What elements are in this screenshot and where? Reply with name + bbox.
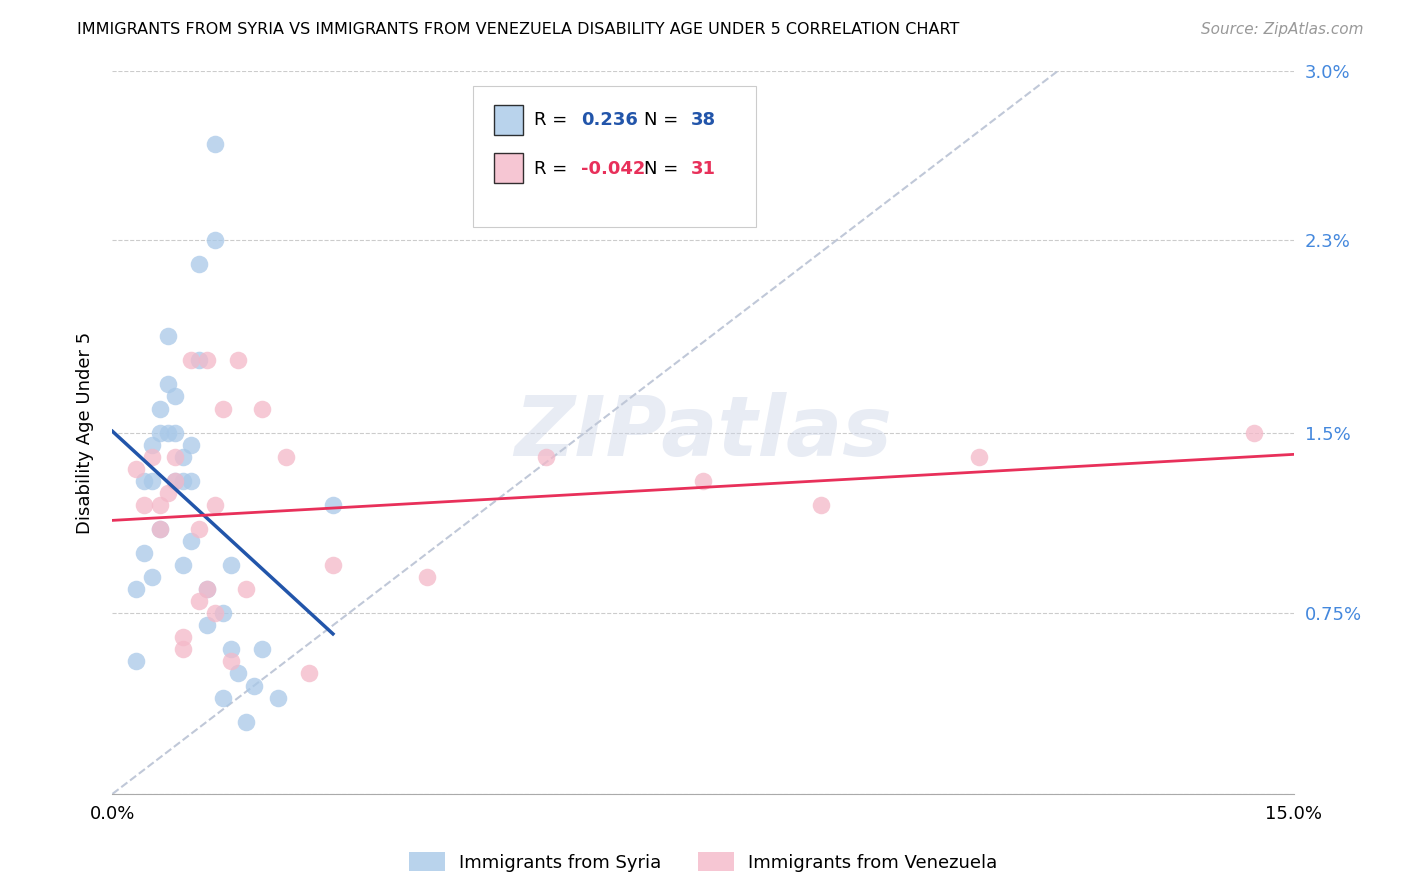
Point bbox=[267, 690, 290, 705]
Point bbox=[156, 377, 179, 392]
Point bbox=[156, 485, 179, 500]
Point bbox=[228, 666, 250, 681]
Point bbox=[195, 582, 218, 596]
Point bbox=[195, 353, 218, 368]
Point bbox=[165, 474, 187, 488]
Point bbox=[322, 498, 344, 512]
Text: R =: R = bbox=[534, 161, 574, 178]
Point bbox=[967, 450, 990, 464]
Point bbox=[204, 136, 226, 151]
Point bbox=[180, 533, 202, 548]
Point bbox=[188, 257, 211, 271]
Text: R =: R = bbox=[534, 112, 574, 129]
Point bbox=[235, 582, 257, 596]
Point bbox=[165, 474, 187, 488]
Point bbox=[125, 582, 148, 596]
Text: 0.236: 0.236 bbox=[581, 112, 638, 129]
Point bbox=[172, 642, 194, 657]
Point bbox=[149, 522, 172, 536]
Point bbox=[132, 498, 155, 512]
Point bbox=[156, 329, 179, 343]
Point bbox=[204, 233, 226, 247]
Point bbox=[172, 630, 194, 644]
Point bbox=[195, 582, 218, 596]
Text: ZIPatlas: ZIPatlas bbox=[515, 392, 891, 473]
Point bbox=[188, 594, 211, 608]
FancyBboxPatch shape bbox=[494, 153, 523, 184]
Point bbox=[219, 642, 242, 657]
Text: N =: N = bbox=[644, 112, 683, 129]
Point bbox=[141, 570, 163, 584]
Point bbox=[810, 498, 832, 512]
Point bbox=[243, 678, 266, 692]
Point bbox=[172, 474, 194, 488]
Point bbox=[165, 389, 187, 403]
Point bbox=[149, 522, 172, 536]
Point bbox=[149, 401, 172, 416]
Point bbox=[219, 655, 242, 669]
Point bbox=[132, 546, 155, 560]
Point bbox=[250, 401, 273, 416]
Point bbox=[180, 437, 202, 451]
Legend: Immigrants from Syria, Immigrants from Venezuela: Immigrants from Syria, Immigrants from V… bbox=[402, 845, 1004, 879]
Point bbox=[172, 450, 194, 464]
Point bbox=[211, 401, 233, 416]
Text: 31: 31 bbox=[692, 161, 716, 178]
Point bbox=[195, 618, 218, 632]
Point bbox=[165, 450, 187, 464]
Point bbox=[141, 474, 163, 488]
Y-axis label: Disability Age Under 5: Disability Age Under 5 bbox=[76, 332, 94, 533]
Point bbox=[228, 353, 250, 368]
Point bbox=[250, 642, 273, 657]
Point bbox=[322, 558, 344, 573]
Point bbox=[692, 474, 714, 488]
Point bbox=[274, 450, 297, 464]
Point bbox=[298, 666, 321, 681]
Point bbox=[211, 607, 233, 621]
Point bbox=[235, 714, 257, 729]
Text: 38: 38 bbox=[692, 112, 716, 129]
Point bbox=[416, 570, 439, 584]
Point bbox=[141, 437, 163, 451]
Point bbox=[204, 498, 226, 512]
Point bbox=[534, 450, 557, 464]
Point bbox=[188, 522, 211, 536]
Text: -0.042: -0.042 bbox=[581, 161, 645, 178]
Point bbox=[180, 353, 202, 368]
Point bbox=[125, 655, 148, 669]
Point bbox=[149, 425, 172, 440]
Point bbox=[172, 558, 194, 573]
Point bbox=[211, 690, 233, 705]
Point bbox=[1243, 425, 1265, 440]
Point bbox=[149, 498, 172, 512]
Point bbox=[156, 425, 179, 440]
FancyBboxPatch shape bbox=[472, 86, 756, 227]
Point bbox=[188, 353, 211, 368]
Point bbox=[219, 558, 242, 573]
Point bbox=[204, 607, 226, 621]
Point bbox=[125, 462, 148, 476]
Point bbox=[141, 450, 163, 464]
Text: IMMIGRANTS FROM SYRIA VS IMMIGRANTS FROM VENEZUELA DISABILITY AGE UNDER 5 CORREL: IMMIGRANTS FROM SYRIA VS IMMIGRANTS FROM… bbox=[77, 22, 960, 37]
Point bbox=[180, 474, 202, 488]
Point bbox=[132, 474, 155, 488]
Text: N =: N = bbox=[644, 161, 683, 178]
Point bbox=[165, 425, 187, 440]
FancyBboxPatch shape bbox=[494, 104, 523, 135]
Text: Source: ZipAtlas.com: Source: ZipAtlas.com bbox=[1201, 22, 1364, 37]
